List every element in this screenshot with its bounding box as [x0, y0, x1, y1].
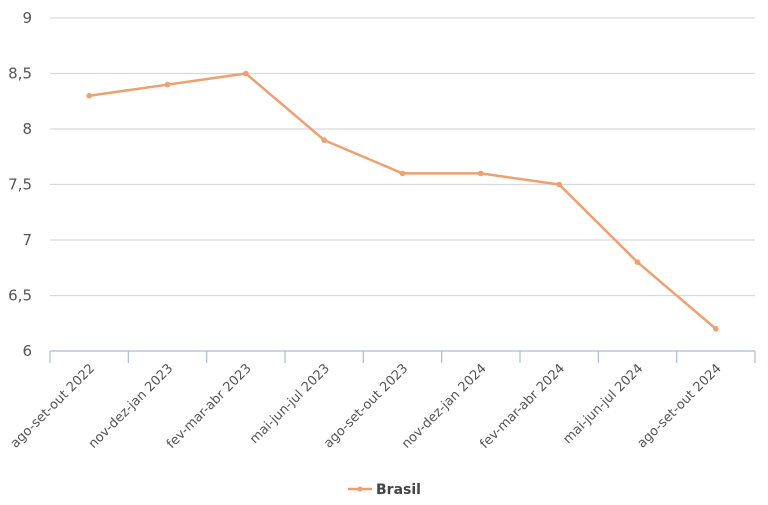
y-tick-label: 6,5: [8, 287, 32, 305]
x-axis: [49, 350, 756, 363]
x-tick-label: nov-dez-jan 2024: [399, 361, 490, 452]
gridlines: [50, 17, 755, 297]
x-tick-label: ago-set-out 2023: [321, 361, 411, 451]
y-axis-ticks: 6 6,5 7 7,5 8 8,5 9: [8, 9, 32, 360]
legend-label: Brasil: [376, 482, 421, 498]
y-tick-label: 8,5: [8, 65, 32, 83]
y-tick-label: 9: [22, 9, 32, 27]
series-brasil: [86, 70, 719, 332]
y-tick-label: 7,5: [8, 176, 32, 194]
data-point[interactable]: [478, 170, 484, 177]
legend[interactable]: Brasil: [348, 482, 421, 498]
data-point[interactable]: [399, 170, 406, 177]
x-tick-label: mai-jun-jul 2024: [560, 361, 646, 447]
y-tick-label: 7: [22, 231, 32, 249]
x-tick-label: fev-mar-abr 2023: [164, 361, 255, 452]
y-tick-label: 6: [22, 342, 32, 360]
series-line: [88, 72, 717, 330]
x-tick-label: fev-mar-abr 2024: [477, 361, 568, 452]
data-point[interactable]: [634, 259, 641, 266]
y-tick-label: 8: [22, 120, 32, 138]
data-point[interactable]: [713, 326, 719, 332]
x-tick-label: mai-jun-jul 2023: [247, 361, 333, 447]
data-point[interactable]: [321, 137, 327, 143]
data-point[interactable]: [86, 92, 92, 99]
data-point[interactable]: [556, 181, 562, 188]
x-tick-label: nov-dez-jan 2023: [86, 361, 177, 452]
data-point[interactable]: [164, 81, 171, 88]
x-tick-label: ago-set-out 2024: [635, 361, 725, 451]
x-tick-label: ago-set-out 2022: [8, 361, 98, 451]
data-point[interactable]: [243, 70, 249, 77]
legend-marker-icon: [357, 486, 363, 492]
